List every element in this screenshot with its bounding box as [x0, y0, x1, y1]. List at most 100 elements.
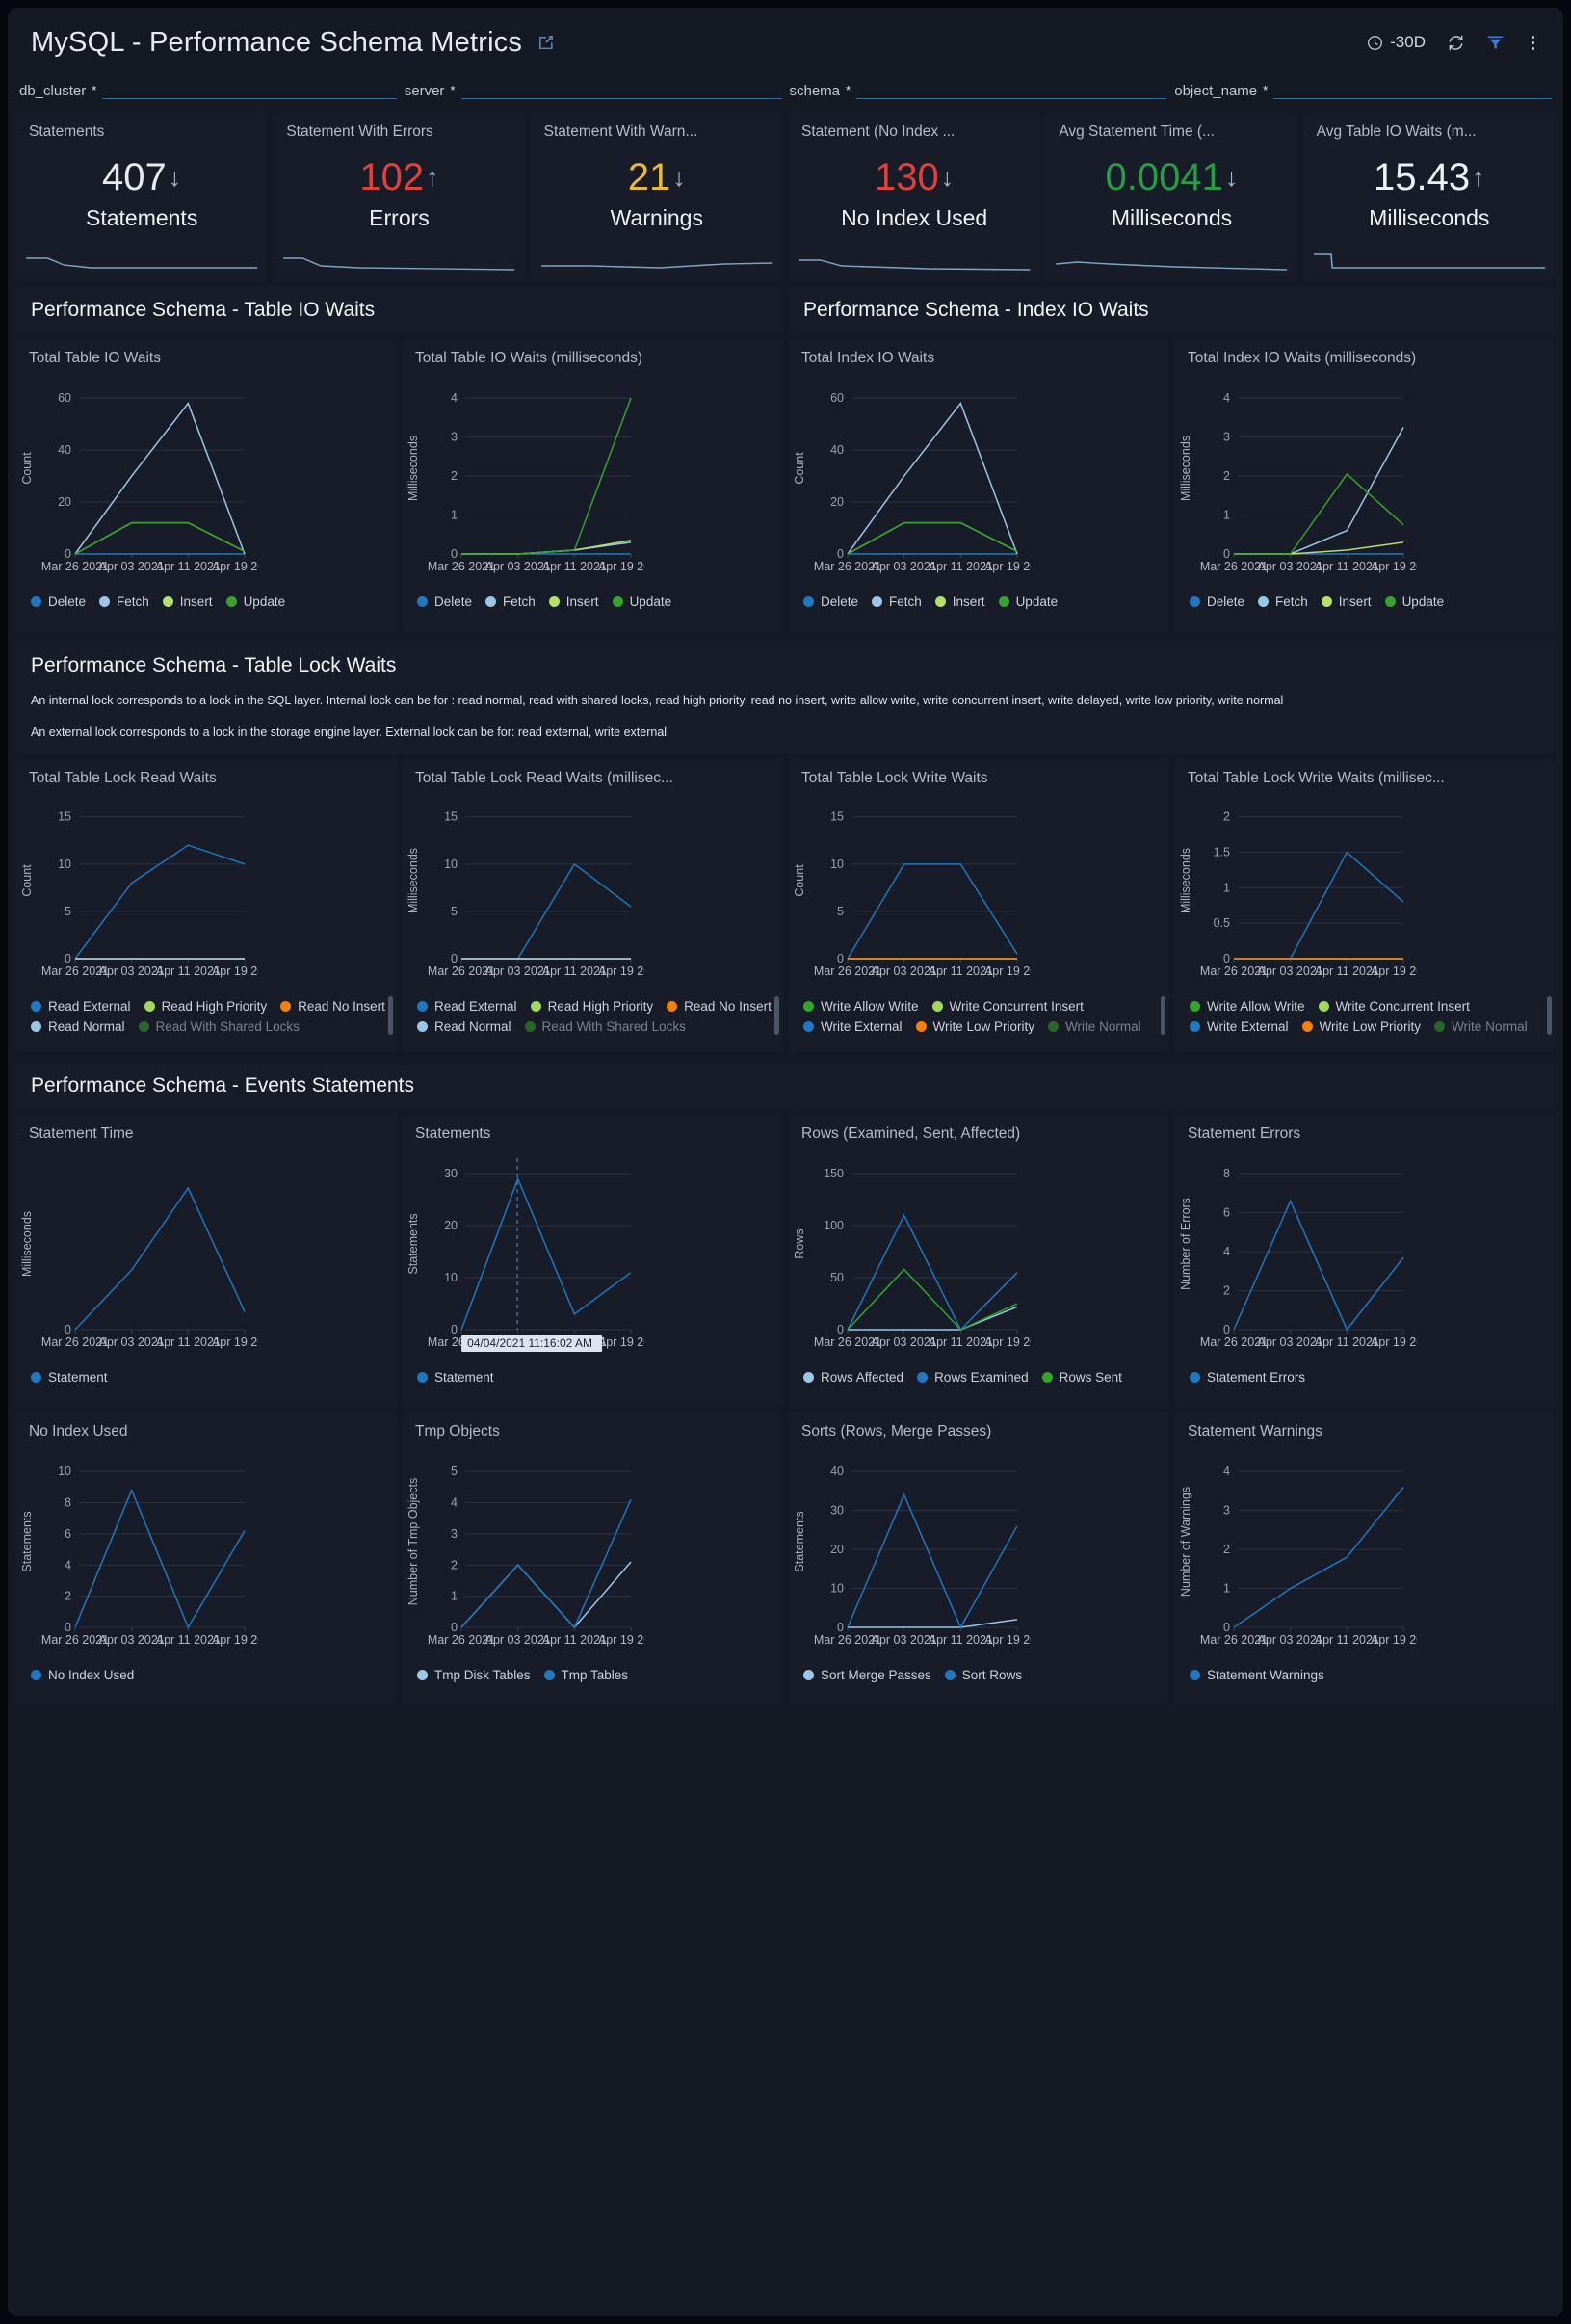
chart-panel-total_table_io_waits[interactable]: Total Table IO Waits 0 20 40 60 Count Mar 26 2…	[15, 339, 397, 632]
header-controls: -30D	[1367, 33, 1540, 52]
chart-panel-statement_time[interactable]: Statement Time00MillisecondsMar 26 2021A…	[15, 1115, 397, 1409]
legend-item[interactable]: Write Allow Write	[803, 999, 919, 1014]
chart-panel-statement_errors[interactable]: Statement Errors 0 2 4 6 8 Number of Errors Mar…	[1174, 1115, 1556, 1409]
variable-input[interactable]	[856, 81, 1167, 99]
legend-item[interactable]: Read No Insert	[667, 999, 772, 1014]
legend-item[interactable]: Fetch	[485, 594, 536, 609]
refresh-icon[interactable]	[1447, 34, 1465, 52]
legend-item[interactable]: Update	[225, 594, 285, 609]
chart-panel-statements[interactable]: Statements 0 10 20 30 Statements Mar 26 2021 Ap…	[402, 1115, 783, 1409]
legend-label: Write Normal	[1452, 1019, 1528, 1035]
legend-item[interactable]: Read External	[417, 999, 517, 1014]
legend-item[interactable]: Read High Priority	[530, 999, 654, 1015]
legend-item[interactable]: Write External	[803, 1019, 903, 1034]
filter-icon[interactable]	[1486, 34, 1505, 52]
legend-label: Read High Priority	[547, 999, 654, 1015]
chart-panel-statement_warnings[interactable]: Statement Warnings 0 1 2 3 4 Number of Warning…	[1174, 1413, 1556, 1706]
stat-panel[interactable]: Statements 407 ↓ Statements	[15, 113, 269, 281]
legend-item[interactable]: Statement	[31, 1370, 108, 1385]
legend-scrollbar[interactable]	[774, 996, 779, 1036]
chart-panel-total_table_lock_write_waits[interactable]: Total Table Lock Write Waits 0 5 10 15 Count M…	[788, 759, 1169, 1053]
chart-panel-total_table_lock_read_waits_ms[interactable]: Total Table Lock Read Waits (millisec...…	[402, 759, 783, 1053]
legend-item[interactable]: Statement Warnings	[1190, 1668, 1324, 1682]
legend-item[interactable]: Fetch	[1258, 594, 1308, 609]
chart-panel-rows[interactable]: Rows (Examined, Sent, Affected) 0 50 100 150…	[788, 1115, 1169, 1409]
legend-item[interactable]: Read With Shared Locks	[138, 1019, 300, 1034]
chart-panel-tmp_objects[interactable]: Tmp Objects 0 1 2 3 4 5 Number of Tmp Objects Ma…	[402, 1413, 783, 1706]
variable-db-cluster[interactable]: db_cluster *	[19, 81, 397, 99]
chart-panel-total_table_lock_read_waits[interactable]: Total Table Lock Read Waits 0 5 10 15 Count Ma…	[15, 759, 397, 1053]
legend-item[interactable]: Read High Priority	[144, 999, 267, 1014]
legend-item[interactable]: Read Normal	[417, 1019, 511, 1034]
svg-text:0: 0	[451, 547, 458, 561]
legend-item[interactable]: Insert	[162, 594, 213, 609]
legend-item[interactable]: Insert	[548, 594, 599, 609]
legend-item[interactable]: Tmp Disk Tables	[417, 1668, 531, 1682]
svg-text:Apr 19 2021: Apr 19 2021	[984, 964, 1031, 978]
legend-item[interactable]: Insert	[934, 594, 985, 609]
legend-item[interactable]: No Index Used	[31, 1668, 134, 1682]
legend-scrollbar[interactable]	[388, 996, 393, 1036]
stat-panel[interactable]: Statement (No Index ... 130 ↓ No Index Used	[787, 113, 1041, 281]
legend-item[interactable]: Write Concurrent Insert	[1318, 999, 1470, 1014]
legend-item[interactable]: Read No Insert	[280, 999, 385, 1014]
chart-panel-no_index_used[interactable]: No Index Used 0 2 4 6 8 10 Statements Mar 26 202…	[15, 1413, 397, 1706]
time-range-picker[interactable]: -30D	[1367, 33, 1426, 52]
stat-panel[interactable]: Statement With Errors 102 ↑ Errors	[273, 113, 526, 281]
legend-item[interactable]: Statement	[417, 1370, 494, 1385]
legend-item[interactable]: Read External	[31, 999, 131, 1014]
legend-item[interactable]: Rows Examined	[917, 1370, 1029, 1385]
chart-panel-total_table_lock_write_waits_ms[interactable]: Total Table Lock Write Waits (millisec..…	[1174, 759, 1556, 1053]
svg-text:2: 2	[451, 1559, 458, 1572]
variable-input[interactable]	[460, 81, 782, 99]
variable-server[interactable]: server *	[405, 81, 782, 99]
legend-item[interactable]: Update	[998, 594, 1058, 609]
svg-text:Apr 19 2021: Apr 19 2021	[598, 1633, 644, 1647]
chart-panel-total_table_io_waits_ms[interactable]: Total Table IO Waits (milliseconds) 0 1 2 3 4…	[402, 339, 783, 632]
variable-schema[interactable]: schema *	[790, 81, 1167, 99]
legend-item[interactable]: Sort Merge Passes	[803, 1668, 931, 1682]
legend-item[interactable]: Rows Sent	[1041, 1370, 1122, 1385]
legend-item[interactable]: Fetch	[99, 594, 149, 609]
legend-item[interactable]: Fetch	[872, 594, 922, 609]
dashboard-root: MySQL - Performance Schema Metrics -30D …	[8, 8, 1563, 2316]
legend-item[interactable]: Write Low Priority	[915, 1019, 1034, 1034]
legend-item[interactable]: Write Low Priority	[1301, 1019, 1421, 1034]
legend-item[interactable]: Write Normal	[1434, 1019, 1528, 1034]
chart-panel-sorts[interactable]: Sorts (Rows, Merge Passes) 0 10 20 30 40 State…	[788, 1413, 1169, 1706]
legend-item[interactable]: Write External	[1190, 1019, 1289, 1034]
legend-item[interactable]: Write Concurrent Insert	[931, 999, 1084, 1014]
stat-panel[interactable]: Statement With Warn... 21 ↓ Warnings	[530, 113, 783, 281]
svg-text:3: 3	[451, 431, 458, 444]
legend-scrollbar[interactable]	[1547, 996, 1552, 1036]
legend-item[interactable]: Write Allow Write	[1190, 999, 1305, 1014]
legend-item[interactable]: Delete	[31, 594, 86, 609]
legend-item[interactable]: Sort Rows	[944, 1668, 1022, 1682]
legend-item[interactable]: Delete	[417, 594, 472, 609]
legend-item[interactable]: Insert	[1321, 594, 1372, 609]
external-link-icon[interactable]	[537, 34, 555, 51]
legend-item[interactable]: Delete	[1190, 594, 1244, 609]
legend-item[interactable]: Read Normal	[31, 1019, 125, 1034]
legend-item[interactable]: Update	[1384, 594, 1444, 609]
legend-item[interactable]: Statement Errors	[1190, 1370, 1305, 1385]
svg-text:Apr 11 2021: Apr 11 2021	[1315, 1335, 1379, 1349]
legend-item[interactable]: Tmp Tables	[543, 1668, 628, 1682]
legend-scrollbar[interactable]	[1161, 996, 1165, 1036]
variable-input[interactable]	[102, 81, 397, 99]
stat-panel-title: Avg Table IO Waits (m...	[1316, 123, 1477, 140]
kebab-menu-icon[interactable]	[1526, 34, 1540, 52]
variable-object-name[interactable]: object_name *	[1174, 81, 1552, 99]
variable-input[interactable]	[1273, 81, 1552, 99]
chart-panel-total_index_io_waits_ms[interactable]: Total Index IO Waits (milliseconds) 0 1 2 3 4…	[1174, 339, 1556, 632]
legend-item[interactable]: Read With Shared Locks	[524, 1019, 686, 1034]
chart-panel-total_index_io_waits[interactable]: Total Index IO Waits 0 20 40 60 Count Mar 26 2…	[788, 339, 1169, 632]
legend-item[interactable]: Delete	[803, 594, 858, 609]
legend-item[interactable]: Rows Affected	[803, 1370, 903, 1385]
legend-item[interactable]: Update	[612, 594, 671, 609]
stat-panel[interactable]: Avg Table IO Waits (m... 15.43 ↑ Millisecon…	[1302, 113, 1556, 281]
variable-star: *	[1263, 83, 1269, 97]
legend-item[interactable]: Write Normal	[1048, 1019, 1141, 1034]
stat-panel[interactable]: Avg Statement Time (... 0.0041 ↓ Millisecon…	[1045, 113, 1298, 281]
